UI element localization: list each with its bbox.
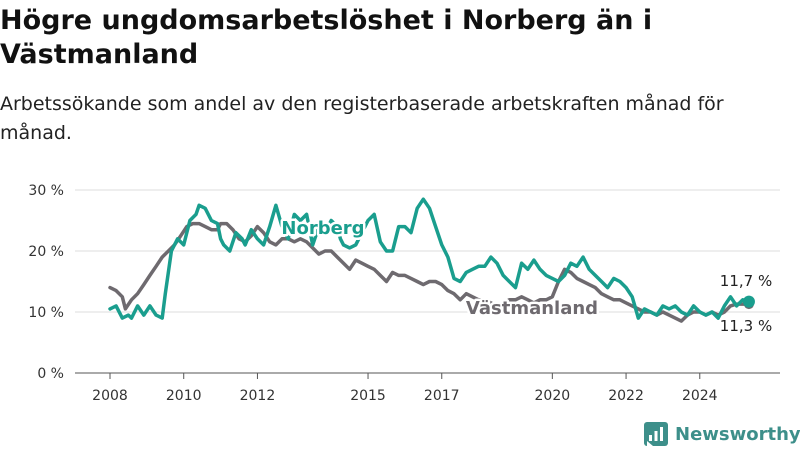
newsworthy-logo: Newsworthy (644, 420, 800, 448)
chart-title: Högre ungdomsarbetslöshet i Norberg än i… (0, 5, 653, 70)
y-tick-label: 30 % (28, 183, 64, 199)
x-tick-label: 2017 (424, 388, 460, 404)
norberg-series-label: Norberg (281, 218, 364, 239)
bar-chart-icon (644, 422, 668, 446)
x-tick-label: 2020 (535, 388, 571, 404)
series-lines (108, 197, 755, 323)
series-labels: 11,7 %11,3 %NorbergNorbergVästmanlandVäs… (279, 216, 772, 336)
norberg-end-point (742, 295, 755, 308)
chart-subtitle: Arbetssökande som andel av den registerb… (0, 93, 724, 144)
x-tick-label: 2022 (608, 388, 644, 404)
y-tick-label: 10 % (28, 305, 64, 321)
x-tick-label: 2010 (166, 388, 202, 404)
norberg-series-label-halo: Norberg (281, 218, 364, 239)
norberg-end-label: 11,7 % (720, 272, 772, 290)
x-tick-label: 2024 (682, 388, 718, 404)
vastmanland-end-label: 11,3 % (720, 317, 772, 335)
y-tick-label: 20 % (28, 244, 64, 260)
axes: 0 % 10 % 20 % 30 % 2008 2010 2012 2015 2017 2020 2… (28, 183, 717, 404)
x-tick-label: 2008 (92, 388, 128, 404)
vastmanland-series-label-halo: Västmanland (466, 298, 598, 319)
x-tick-label: 2015 (350, 388, 386, 404)
series-line-norberg (108, 197, 751, 320)
vastmanland-series-label: Västmanland (466, 298, 598, 319)
x-tick-label: 2012 (240, 388, 276, 404)
brand-name: Newsworthy (675, 423, 800, 445)
y-tick-label: 0 % (37, 366, 64, 382)
series-line-västmanland (108, 221, 751, 323)
